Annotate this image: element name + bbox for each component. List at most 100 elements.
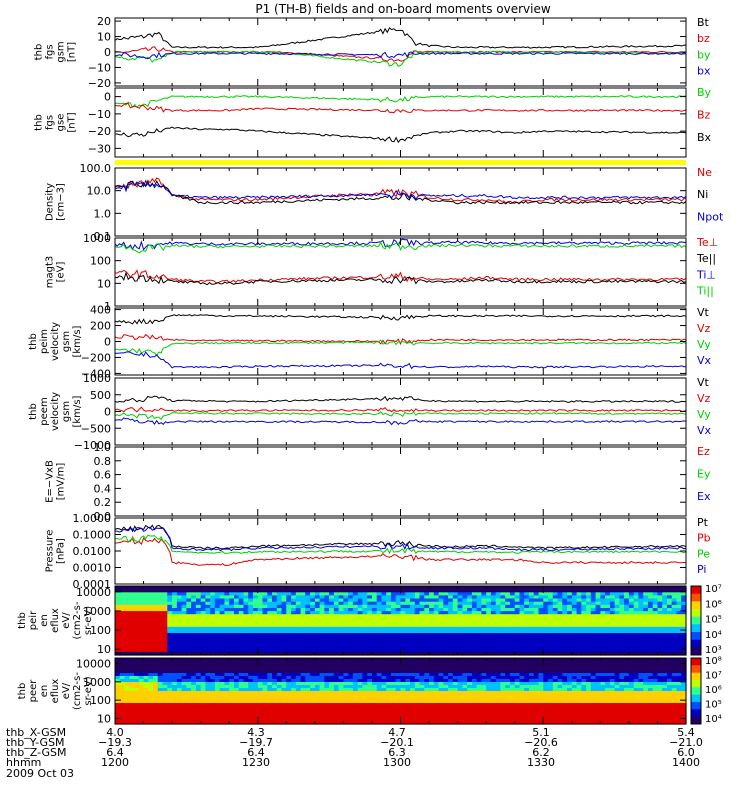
spectrogram-cell (200, 592, 207, 596)
spectrogram-cell (424, 586, 430, 590)
spectrogram-cell (348, 667, 354, 671)
spectrogram-cell (172, 611, 178, 615)
spectrogram-cell (352, 664, 359, 668)
spectrogram-cell (257, 691, 264, 695)
spectrogram-cell (586, 642, 592, 647)
spectrogram-cell (433, 691, 440, 695)
spectrogram-cell (443, 620, 449, 625)
spectrogram-cell (305, 661, 311, 665)
spectrogram-cell (429, 712, 435, 716)
spectrogram-cell (219, 691, 226, 695)
y-tick-label: 10 (97, 31, 111, 44)
y-axis-label: en (39, 614, 50, 627)
spectrogram-cell (272, 611, 278, 615)
spectrogram-cell (157, 589, 164, 593)
spectrogram-cell (410, 611, 416, 615)
spectrogram-cell (405, 688, 411, 692)
spectrogram-cell (295, 651, 302, 656)
spectrogram-cell (157, 691, 164, 695)
plot-title: P1 (TH-B) fields and on-board moments ov… (255, 2, 551, 16)
spectrogram-cell (386, 629, 392, 634)
spectrogram-cell (143, 626, 149, 631)
spectrogram-cell (476, 589, 482, 593)
spectrogram-cell (367, 623, 373, 628)
spectrogram-cell (495, 626, 502, 631)
spectrogram-cell (405, 682, 411, 686)
spectrogram-cell (562, 639, 568, 643)
spectrogram-cell (429, 586, 435, 590)
spectrogram-cell (291, 629, 297, 634)
spectrogram-cell (400, 682, 406, 686)
spectrogram-cell (628, 611, 635, 615)
y-tick-label: 10 (97, 643, 111, 656)
spectrogram-cell (176, 715, 183, 719)
spectrogram-cell (153, 718, 159, 722)
spectrogram-cell (481, 623, 487, 628)
spectrogram-cell (562, 623, 568, 628)
spectrogram-cell (191, 626, 197, 631)
y-tick-label: 1.0 (94, 207, 112, 220)
spectrogram-cell (362, 642, 368, 647)
spectrogram-cell (471, 673, 478, 677)
spectrogram-cell (148, 670, 154, 674)
spectrogram-cell (557, 620, 563, 625)
spectrogram-cell (195, 709, 202, 713)
spectrogram-cell (143, 601, 149, 606)
spectrogram-cell (143, 651, 149, 656)
spectrogram-cell (367, 651, 373, 656)
spectrogram-cell (276, 620, 283, 625)
spectrogram-cell (367, 633, 373, 637)
spectrogram-cell (157, 604, 164, 609)
spectrogram-cell (143, 611, 149, 615)
spectrogram-cell (148, 700, 154, 704)
spectrogram-cell (214, 694, 221, 698)
spectrogram-cell (562, 611, 568, 615)
spectrogram-cell (414, 642, 421, 647)
spectrogram-cell (238, 620, 245, 625)
spectrogram-cell (505, 589, 511, 593)
spectrogram-cell (476, 700, 482, 704)
spectrogram-cell (676, 617, 682, 622)
spectrogram-cell (548, 623, 554, 628)
spectrogram-cell (291, 703, 297, 707)
spectrogram-cell (157, 664, 164, 668)
spectrogram-cell (157, 703, 164, 707)
spectrogram-cell (438, 670, 444, 674)
spectrogram-cell (115, 586, 121, 590)
spectrogram-cell (495, 639, 502, 643)
spectrogram-cell (471, 670, 478, 674)
spectrogram-cell (638, 601, 644, 606)
spectrogram-cell (643, 623, 649, 628)
spectrogram-cell (486, 595, 492, 600)
spectrogram-cell (162, 636, 168, 640)
spectrogram-cell (138, 661, 145, 665)
spectrogram-cell (643, 604, 649, 609)
spectrogram-cell (391, 673, 397, 677)
spectrogram-cell (590, 614, 597, 618)
spectrogram-cell (462, 598, 468, 603)
spectrogram-cell (229, 676, 235, 680)
spectrogram-cell (467, 592, 473, 596)
spectrogram-cell (119, 661, 126, 665)
spectrogram-cell (305, 617, 311, 622)
spectrogram-cell (429, 697, 435, 701)
spectrogram-cell (200, 694, 207, 698)
spectrogram-cell (681, 639, 687, 643)
spectrogram-cell (548, 651, 554, 656)
spectrogram-cell (395, 688, 402, 692)
spectrogram-cell (195, 589, 202, 593)
spectrogram-cell (529, 620, 535, 625)
y-axis-label: fgs (45, 44, 56, 59)
spectrogram-cell (614, 642, 620, 647)
spectrogram-cell (495, 595, 502, 600)
spectrogram-cell (134, 608, 140, 612)
spectrogram-cell (272, 715, 278, 719)
spectrogram-cell (576, 651, 582, 656)
spectrogram-cell (367, 611, 373, 615)
spectrogram-cell (381, 601, 387, 606)
spectrogram-cell (495, 592, 502, 596)
spectrogram-cell (452, 709, 459, 713)
spectrogram-cell (148, 703, 154, 707)
spectrogram-cell (191, 670, 197, 674)
spectrogram-cell (391, 651, 397, 656)
